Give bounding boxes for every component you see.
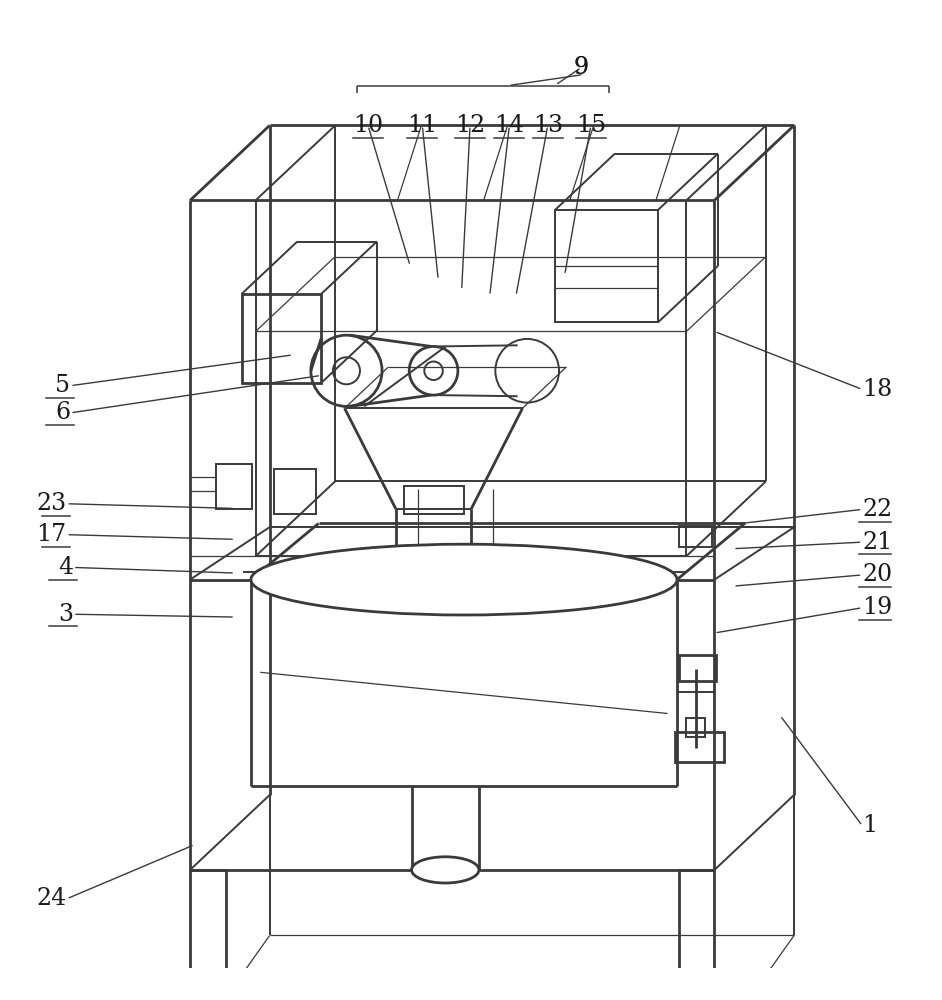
Text: 9: 9	[574, 56, 589, 79]
Bar	[675, 732, 723, 762]
Text: 20: 20	[863, 563, 893, 586]
Ellipse shape	[412, 857, 479, 883]
Bar	[403, 486, 463, 514]
Bar	[274, 469, 317, 514]
Text: 4: 4	[57, 556, 73, 579]
Bar	[679, 870, 714, 1000]
Text: 18: 18	[863, 378, 893, 401]
Text: 5: 5	[56, 374, 71, 397]
Bar	[217, 464, 252, 509]
Text: 24: 24	[36, 887, 67, 910]
Text: 6: 6	[55, 401, 71, 424]
Bar	[555, 210, 658, 322]
Text: 15: 15	[576, 114, 606, 137]
Text: 19: 19	[863, 596, 893, 619]
Text: 10: 10	[353, 114, 383, 137]
Bar	[190, 870, 226, 1000]
Bar	[679, 526, 711, 547]
Text: 13: 13	[533, 114, 563, 137]
Bar	[679, 655, 716, 681]
Text: 1: 1	[863, 814, 878, 837]
Text: 17: 17	[37, 523, 67, 546]
Text: 3: 3	[58, 603, 73, 626]
Text: 11: 11	[407, 114, 437, 137]
Text: 21: 21	[863, 531, 893, 554]
Bar	[241, 294, 321, 383]
Text: 12: 12	[455, 114, 485, 137]
Text: 23: 23	[37, 492, 67, 515]
Text: 14: 14	[495, 114, 525, 137]
Ellipse shape	[251, 544, 677, 615]
Bar	[687, 718, 706, 737]
Text: 22: 22	[863, 498, 893, 521]
Text: 9: 9	[574, 56, 589, 79]
